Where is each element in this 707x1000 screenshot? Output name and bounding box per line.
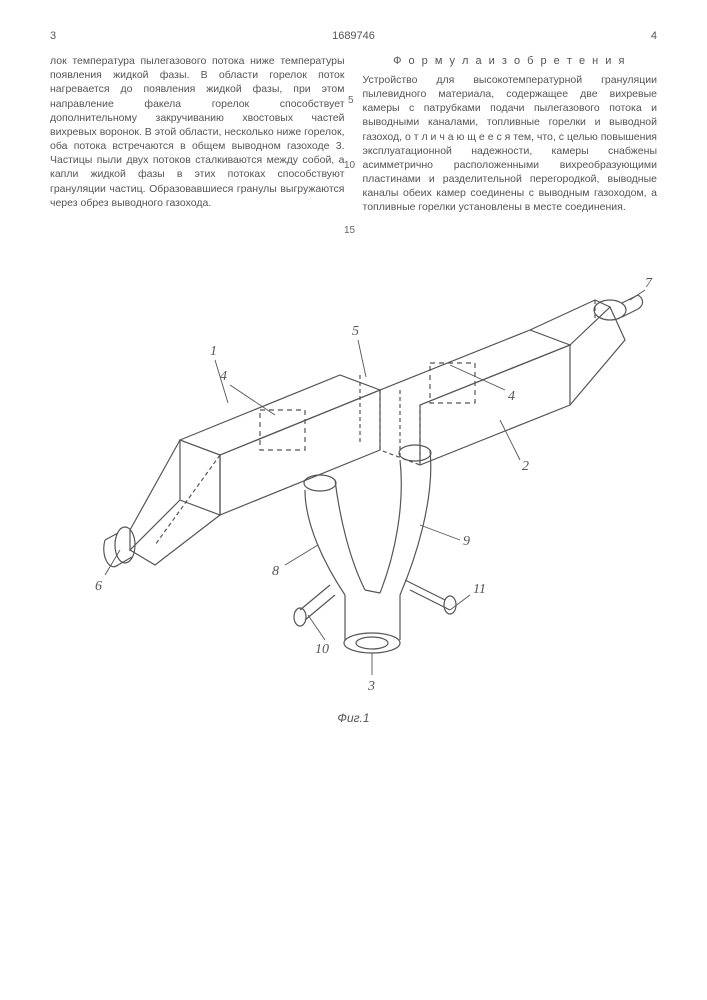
callout-6: 6 (95, 579, 102, 594)
document-number: 1689746 (332, 30, 375, 42)
line-number-5: 5 (348, 95, 354, 106)
page-header: 3 1689746 4 (50, 30, 657, 42)
callout-2: 2 (522, 459, 529, 474)
text-columns: лок температура пылегазового потока ниже… (50, 54, 657, 215)
page-number-left: 3 (50, 30, 56, 42)
callout-7: 7 (645, 276, 653, 291)
right-column-text: Устройство для высокотемпературной грану… (363, 73, 658, 215)
line-number-10: 10 (344, 160, 355, 171)
callout-5: 5 (352, 324, 359, 339)
page-number-right: 4 (651, 30, 657, 42)
callout-10: 10 (315, 642, 329, 657)
left-column: лок температура пылегазового потока ниже… (50, 54, 345, 215)
formula-title: Ф о р м у л а и з о б р е т е н и я (363, 54, 658, 69)
callout-3: 3 (367, 679, 375, 694)
callout-4a: 4 (220, 369, 227, 384)
left-column-text: лок температура пылегазового потока ниже… (50, 54, 345, 210)
callout-1: 1 (210, 344, 217, 359)
figure-caption: Фиг.1 (337, 711, 369, 725)
figure-1: 1 2 3 4 4 5 6 7 8 9 10 11 Фиг.1 (50, 245, 657, 765)
callout-9: 9 (463, 534, 470, 549)
callout-11: 11 (473, 582, 486, 597)
callout-4b: 4 (508, 389, 515, 404)
device-diagram: 1 2 3 4 4 5 6 7 8 9 10 11 (50, 245, 657, 725)
right-column: Ф о р м у л а и з о б р е т е н и я Устр… (363, 54, 658, 215)
line-number-15: 15 (344, 225, 355, 236)
callout-8: 8 (272, 564, 279, 579)
